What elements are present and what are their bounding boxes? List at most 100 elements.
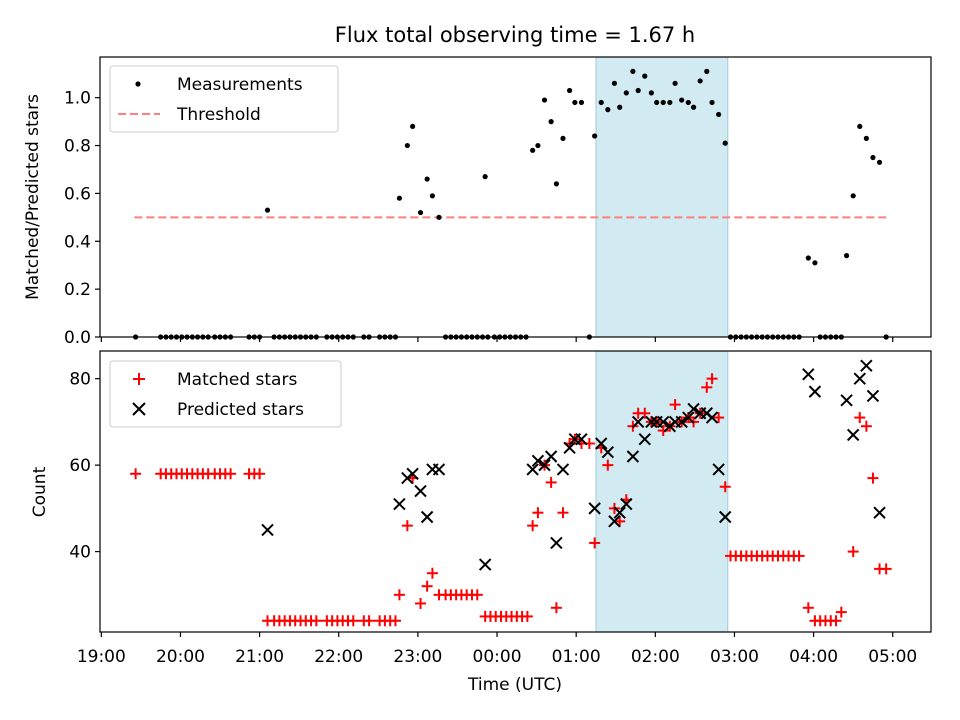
measurement-point <box>709 99 715 106</box>
measurement-point <box>482 174 488 180</box>
measurement-point <box>566 87 573 94</box>
measurement-point <box>404 142 410 149</box>
measurement-point <box>424 176 430 182</box>
legend-threshold-label: Threshold <box>176 105 261 125</box>
predicted-star-point <box>631 415 645 429</box>
top-axes-frame <box>99 56 932 338</box>
matched-star-point <box>363 615 375 627</box>
predicted-star-stroke <box>588 502 601 515</box>
top-y-tick-label: 0.6 <box>64 184 91 204</box>
predicted-star-point <box>712 463 725 476</box>
matched-star-point <box>401 520 413 532</box>
x-tick-label: 23:00 <box>393 647 442 667</box>
legend-matched-label: Matched stars <box>177 370 297 390</box>
measurement-point <box>598 99 604 106</box>
predicted-star-stroke <box>802 368 815 381</box>
measurement-point <box>667 99 673 106</box>
measurement-point <box>857 123 863 130</box>
matched-star-point <box>532 507 544 519</box>
predicted-star-stroke <box>631 415 645 429</box>
predicted-star-point <box>588 502 601 515</box>
predicted-star-stroke <box>393 497 406 511</box>
bottom-axes-frame <box>99 350 932 633</box>
predicted-star-point <box>808 385 822 398</box>
measurement-point <box>672 80 678 86</box>
predicted-star-stroke <box>526 463 539 476</box>
predicted-star-point <box>682 411 695 424</box>
measurement-point <box>429 193 435 199</box>
predicted-star-point <box>860 359 873 372</box>
top-y-axis-label: Matched/Predicted stars <box>23 94 43 300</box>
measurement-point <box>548 119 554 125</box>
predicted-star-point <box>526 463 539 476</box>
predicted-star-point <box>802 368 815 381</box>
measurement-point <box>654 99 660 106</box>
predicted-star-point <box>613 506 626 519</box>
top-y-tick-label: 0.2 <box>64 280 91 300</box>
top-y-tick-label: 0.0 <box>64 328 91 348</box>
measurement-point <box>805 255 811 261</box>
predicted-star-stroke <box>538 458 551 472</box>
predicted-star-point <box>853 372 866 385</box>
predicted-star-stroke <box>261 523 274 537</box>
matched-star-point <box>426 567 438 579</box>
measurement-point <box>876 159 883 165</box>
x-tick-label: 21:00 <box>235 647 284 667</box>
matched-star-point <box>471 589 483 601</box>
legend-matched-marker <box>133 373 145 385</box>
predicted-star-stroke <box>575 432 588 446</box>
predicted-star-stroke <box>556 463 570 476</box>
measurement-point <box>535 142 541 149</box>
x-tick-label: 02:00 <box>631 647 680 667</box>
predicted-star-point <box>531 454 545 468</box>
measurement-point <box>642 73 648 79</box>
predicted-star-stroke <box>719 510 732 524</box>
x-tick-label: 01:00 <box>552 647 601 667</box>
matched-star-point <box>389 615 401 627</box>
legend-predicted-label: Predicted stars <box>177 400 304 420</box>
matched-star-point <box>719 481 731 493</box>
predicted-star-point <box>687 402 700 416</box>
measurement-point <box>436 214 442 220</box>
measurement-point <box>611 80 618 86</box>
x-tick-label: 00:00 <box>473 647 522 667</box>
measurement-point <box>605 107 611 113</box>
predicted-star-stroke <box>550 536 563 550</box>
measurement-point <box>410 123 416 130</box>
legend-measurements-label: Measurements <box>177 75 303 95</box>
matched-star-point <box>393 589 405 601</box>
predicted-star-stroke <box>675 415 688 429</box>
measurement-point <box>396 195 403 201</box>
x-tick-label: 22:00 <box>314 647 363 667</box>
predicted-star-point <box>575 432 588 446</box>
x-tick-label: 19:00 <box>77 647 126 667</box>
measurement-point <box>592 133 598 139</box>
measurement-point <box>530 147 536 153</box>
top-observing-span <box>595 56 729 338</box>
predicted-star-point <box>261 523 274 537</box>
predicted-star-point <box>420 510 434 524</box>
predicted-star-point <box>840 394 853 407</box>
matched-star-point <box>860 420 872 432</box>
measurement-point <box>635 87 641 94</box>
measurement-point <box>560 135 566 141</box>
matched-star-point <box>521 610 533 622</box>
top-y-tick-label: 0.8 <box>64 137 91 157</box>
matched-star-point <box>347 615 359 627</box>
predicted-star-point <box>846 428 860 442</box>
top-y-tick-label: 1.0 <box>64 89 91 109</box>
predicted-star-stroke <box>705 411 719 424</box>
predicted-star-point <box>626 450 640 463</box>
measurement-point <box>617 104 623 110</box>
matched-star-point <box>225 468 237 480</box>
top-panel: 0.0 0.2 0.4 0.6 0.8 1.0 Matched/Predicted sta… <box>23 56 932 348</box>
predicted-star-stroke <box>873 506 886 519</box>
predicted-star-stroke <box>595 437 608 450</box>
predicted-star-point <box>538 458 551 472</box>
predicted-star-stroke <box>846 428 860 442</box>
matched-star-point <box>415 597 427 609</box>
matched-star-point <box>130 468 142 480</box>
predicted-star-stroke <box>608 515 621 528</box>
x-axis-label: Time (UTC) <box>467 675 562 695</box>
